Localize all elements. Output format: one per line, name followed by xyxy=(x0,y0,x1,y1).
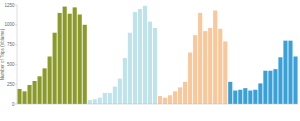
bar xyxy=(248,91,252,104)
bar xyxy=(148,22,152,104)
bar xyxy=(103,93,107,104)
bar xyxy=(168,95,172,104)
bar xyxy=(288,41,292,104)
bar xyxy=(128,33,132,104)
bar xyxy=(68,14,72,104)
bars xyxy=(17,6,297,104)
bar xyxy=(27,85,31,104)
bar xyxy=(173,91,177,104)
bar xyxy=(293,56,297,104)
y-tick xyxy=(15,44,17,45)
y-tick xyxy=(15,104,17,105)
bar xyxy=(268,71,272,104)
bar xyxy=(58,13,62,104)
y-tick-label: 1000 xyxy=(4,22,15,27)
bar xyxy=(243,88,247,104)
bar xyxy=(153,28,157,104)
bar xyxy=(163,98,167,104)
bar xyxy=(123,58,127,104)
bar xyxy=(133,12,137,104)
y-axis-label: Number of Trips (Volume) xyxy=(0,28,5,80)
bar xyxy=(118,79,122,104)
bar xyxy=(43,68,47,104)
bar xyxy=(183,82,187,104)
bar xyxy=(113,87,117,104)
bar xyxy=(208,28,212,104)
bar xyxy=(188,53,192,104)
bar xyxy=(283,41,287,104)
bar xyxy=(193,35,197,104)
bar xyxy=(93,99,97,104)
y-tick-label: 250 xyxy=(7,82,15,87)
chart: 0 250 500 750 1000 1250 Number of Trips (Volum… xyxy=(0,0,300,121)
bar xyxy=(108,93,112,104)
bar xyxy=(158,96,162,104)
bar xyxy=(238,90,242,104)
bar xyxy=(53,33,57,104)
x-axis xyxy=(17,104,298,105)
y-tick xyxy=(15,24,17,25)
y-tick-label: 0 xyxy=(12,102,15,107)
bar xyxy=(253,90,257,104)
bar xyxy=(33,81,37,104)
bar xyxy=(48,56,52,104)
bar xyxy=(22,91,26,104)
bar xyxy=(63,7,67,104)
y-tick xyxy=(15,64,17,65)
bar xyxy=(88,100,92,104)
y-axis xyxy=(17,5,18,104)
bar xyxy=(178,87,182,104)
bar xyxy=(17,89,21,104)
y-tick xyxy=(15,84,17,85)
bar xyxy=(198,13,202,104)
bar xyxy=(258,83,262,104)
bar xyxy=(78,15,82,104)
bar xyxy=(228,82,232,104)
y-tick-label: 1250 xyxy=(4,3,15,8)
bar xyxy=(263,71,267,104)
y-tick-label: 750 xyxy=(7,42,15,47)
y-tick xyxy=(15,5,17,6)
bar xyxy=(203,31,207,104)
y-tick-label: 500 xyxy=(7,62,15,67)
bar xyxy=(278,57,282,104)
bar xyxy=(213,11,217,104)
bar xyxy=(218,29,222,104)
bar xyxy=(83,25,87,104)
bar xyxy=(233,91,237,104)
bar xyxy=(273,69,277,104)
bar xyxy=(143,6,147,104)
bar xyxy=(38,76,42,104)
bar xyxy=(73,7,77,104)
bar xyxy=(98,98,102,104)
bar xyxy=(138,9,142,104)
bar xyxy=(223,41,227,104)
